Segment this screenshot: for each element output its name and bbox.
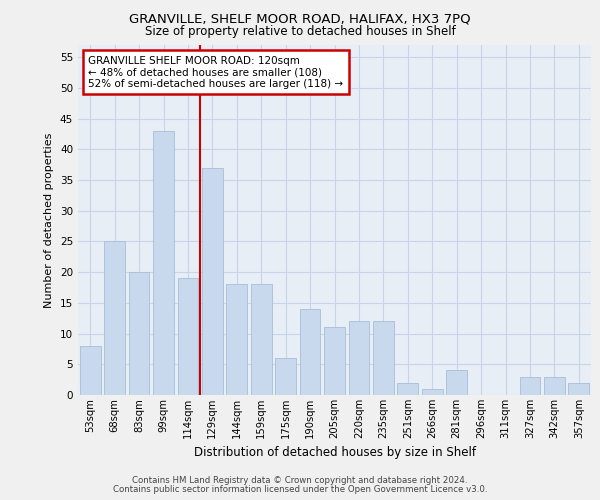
Bar xyxy=(544,376,565,395)
Bar xyxy=(299,309,320,395)
Bar xyxy=(446,370,467,395)
Text: Contains public sector information licensed under the Open Government Licence v3: Contains public sector information licen… xyxy=(113,485,487,494)
Bar xyxy=(104,242,125,395)
Bar xyxy=(226,284,247,395)
Bar xyxy=(251,284,272,395)
Bar xyxy=(80,346,101,395)
Bar xyxy=(568,382,589,395)
Text: Contains HM Land Registry data © Crown copyright and database right 2024.: Contains HM Land Registry data © Crown c… xyxy=(132,476,468,485)
Bar xyxy=(128,272,149,395)
Y-axis label: Number of detached properties: Number of detached properties xyxy=(44,132,55,308)
Bar xyxy=(275,358,296,395)
Text: GRANVILLE SHELF MOOR ROAD: 120sqm
← 48% of detached houses are smaller (108)
52%: GRANVILLE SHELF MOOR ROAD: 120sqm ← 48% … xyxy=(88,56,343,88)
Bar xyxy=(202,168,223,395)
Bar xyxy=(153,131,174,395)
Text: GRANVILLE, SHELF MOOR ROAD, HALIFAX, HX3 7PQ: GRANVILLE, SHELF MOOR ROAD, HALIFAX, HX3… xyxy=(129,12,471,26)
Bar xyxy=(373,322,394,395)
Bar xyxy=(422,389,443,395)
Bar xyxy=(178,278,199,395)
Text: Size of property relative to detached houses in Shelf: Size of property relative to detached ho… xyxy=(145,25,455,38)
X-axis label: Distribution of detached houses by size in Shelf: Distribution of detached houses by size … xyxy=(193,446,476,460)
Bar xyxy=(397,382,418,395)
Bar xyxy=(349,322,370,395)
Bar xyxy=(520,376,541,395)
Bar xyxy=(324,328,345,395)
